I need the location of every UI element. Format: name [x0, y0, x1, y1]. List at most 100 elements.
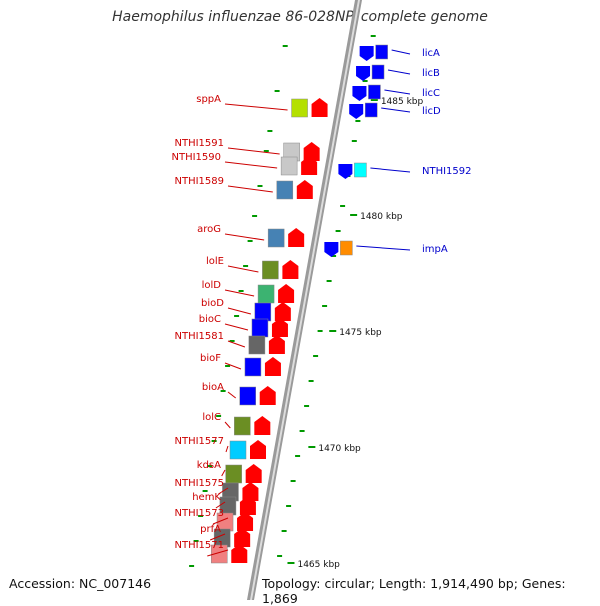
- scale-tick-right: [370, 35, 376, 37]
- gene-label: licB: [422, 68, 440, 79]
- scale-tick-left: [234, 315, 240, 317]
- scale-tick-right: [355, 120, 361, 122]
- gene-block: [368, 84, 381, 100]
- scale-label-tick: [350, 214, 358, 216]
- gene-label: aroG: [197, 224, 221, 235]
- gene-block: [354, 162, 367, 178]
- scale-tick-right: [351, 140, 357, 142]
- gene-block: [225, 464, 242, 484]
- scale-tick-right: [290, 480, 296, 482]
- gene-label: licA: [422, 48, 440, 59]
- gene-block: [364, 102, 378, 118]
- gene-connector: [387, 69, 411, 75]
- scale-tick-left: [257, 185, 263, 187]
- scale-tick-left: [247, 240, 253, 242]
- scale-tick-right: [304, 405, 310, 407]
- scale-tick-left: [238, 290, 244, 292]
- gene-connector: [218, 487, 229, 495]
- scale-label-tick: [329, 330, 337, 332]
- gene-arrow: [254, 416, 271, 435]
- gene-label: licC: [422, 88, 440, 99]
- gene-label: bioF: [200, 353, 221, 364]
- gene-block: [375, 44, 388, 60]
- scale-tick-left: [263, 150, 269, 152]
- gene-label: bioC: [199, 314, 221, 325]
- gene-block: [248, 335, 266, 355]
- gene-block: [211, 544, 228, 564]
- gene-connector: [212, 517, 229, 525]
- gene-connector: [209, 533, 226, 541]
- gene-block: [280, 156, 298, 176]
- gene-connector: [224, 161, 278, 169]
- scale-tick-left: [225, 365, 231, 367]
- gene-label: bioD: [201, 298, 224, 309]
- scale-tick-right: [313, 355, 319, 357]
- scale-tick-left: [198, 515, 204, 517]
- scale-tick-right: [326, 280, 332, 282]
- gene-connector: [215, 501, 226, 509]
- gene-arrow: [356, 66, 371, 81]
- scale-tick-right: [322, 305, 328, 307]
- gene-arrow: [268, 335, 285, 354]
- scale-tick-right: [340, 205, 346, 207]
- gene-connector: [370, 167, 411, 173]
- gene-connector: [384, 89, 411, 95]
- scale-tick-left: [229, 340, 235, 342]
- gene-connector: [224, 421, 231, 429]
- gene-label: kdsA: [197, 460, 221, 471]
- gene-label: lolD: [202, 280, 222, 291]
- gene-arrow: [250, 440, 266, 459]
- gene-connector: [221, 469, 226, 477]
- scale-tick-right: [362, 80, 368, 82]
- scale-label: 1480 kbp: [360, 212, 403, 222]
- scale-tick-left: [207, 465, 213, 467]
- scale-label: 1465 kbp: [297, 560, 340, 570]
- gene-connector: [227, 307, 251, 315]
- gene-label: NTHI1577: [174, 436, 224, 447]
- gene-arrow: [245, 464, 262, 483]
- gene-arrow: [352, 86, 367, 101]
- topology-label: Topology: circular; Length: 1,914,490 bp…: [262, 576, 566, 606]
- gene-label: impA: [422, 244, 448, 255]
- scale-tick-right: [317, 330, 323, 332]
- gene-arrow: [324, 242, 339, 257]
- gene-connector: [227, 147, 280, 155]
- gene-block: [291, 98, 308, 118]
- scale-tick-left: [252, 215, 258, 217]
- gene-block: [267, 228, 285, 248]
- gene-arrow: [301, 156, 318, 175]
- scale-tick-left: [202, 490, 208, 492]
- gene-connector: [224, 323, 249, 331]
- gene-label: licD: [422, 106, 441, 117]
- gene-arrow: [231, 544, 248, 563]
- gene-arrow: [311, 98, 328, 117]
- gene-connector: [224, 103, 288, 111]
- gene-arrow: [271, 318, 288, 337]
- gene-label: NTHI1590: [171, 152, 221, 163]
- gene-connector: [227, 391, 237, 399]
- gene-connector: [356, 245, 411, 251]
- gene-arrow: [234, 528, 251, 547]
- map-title: Haemophilus influenzae 86-028NP, complet…: [112, 9, 488, 25]
- gene-block: [234, 416, 251, 436]
- gene-label: lolC: [202, 412, 221, 423]
- scale-tick-left: [220, 390, 226, 392]
- gene-label: NTHI1581: [174, 331, 224, 342]
- gene-label: NTHI1573: [174, 508, 224, 519]
- gene-block: [244, 357, 262, 377]
- scale-label: 1470 kbp: [318, 444, 361, 454]
- gene-arrow: [303, 142, 320, 161]
- gene-block: [262, 260, 279, 280]
- gene-connector: [225, 445, 229, 453]
- scale-tick-right: [286, 505, 292, 507]
- scale-tick-right: [335, 230, 341, 232]
- gene-label: NTHI1592: [422, 166, 472, 177]
- gene-arrow: [264, 357, 281, 376]
- gene-label: NTHI1575: [174, 478, 224, 489]
- gene-block: [371, 64, 385, 80]
- gene-connector: [227, 265, 259, 273]
- gene-arrow: [288, 228, 305, 247]
- gene-label: sppA: [196, 94, 221, 105]
- scale-label: 1475 kbp: [339, 328, 382, 338]
- scale-tick-left: [274, 90, 280, 92]
